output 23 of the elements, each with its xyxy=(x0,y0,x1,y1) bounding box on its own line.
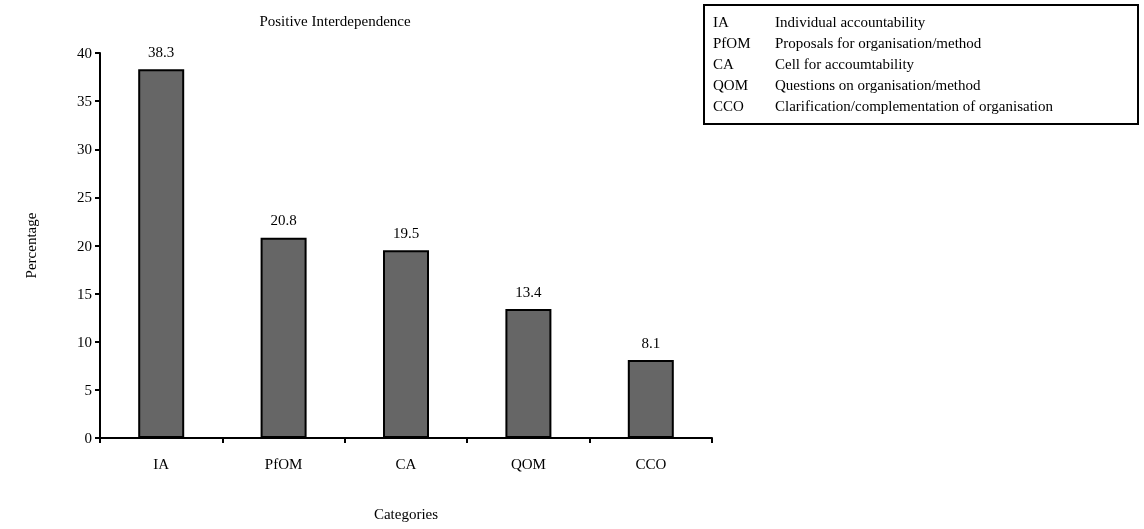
data-label: 19.5 xyxy=(392,224,420,241)
data-label: 20.8 xyxy=(270,212,297,229)
y-tick-label: 30 xyxy=(77,141,92,158)
y-tick-label: 40 xyxy=(77,45,92,61)
y-tick-label: 35 xyxy=(77,93,92,110)
x-tick-label: PfOM xyxy=(264,455,303,472)
chart-title: Positive Interdependence xyxy=(259,12,411,29)
y-tick-label: 15 xyxy=(77,285,92,302)
y-tick-label: 0 xyxy=(84,430,92,446)
y-axis-title: Percentage xyxy=(22,212,39,279)
data-label: 8.1 xyxy=(641,334,661,351)
y-tick-label: 25 xyxy=(77,189,92,206)
y-tick-label: 5 xyxy=(84,381,92,398)
y-tick-label: 10 xyxy=(77,333,92,350)
data-label: 13.4 xyxy=(515,283,543,300)
y-tick-label: 20 xyxy=(77,237,92,254)
data-label: 38.3 xyxy=(148,43,175,60)
abbreviation-key-box: IA Individual accountability PfOM Proposals for organisation/method CA Cell for accoumtability QOM Questions on organisation/method CCO Clarification/complementation of organisation xyxy=(703,4,1139,125)
x-tick-label: CA xyxy=(395,455,417,472)
x-tick-label: QOM xyxy=(510,455,546,472)
x-tick-label: IA xyxy=(153,455,170,472)
x-axis-title: Categories xyxy=(373,505,439,522)
x-tick-label: CCO xyxy=(635,455,667,472)
